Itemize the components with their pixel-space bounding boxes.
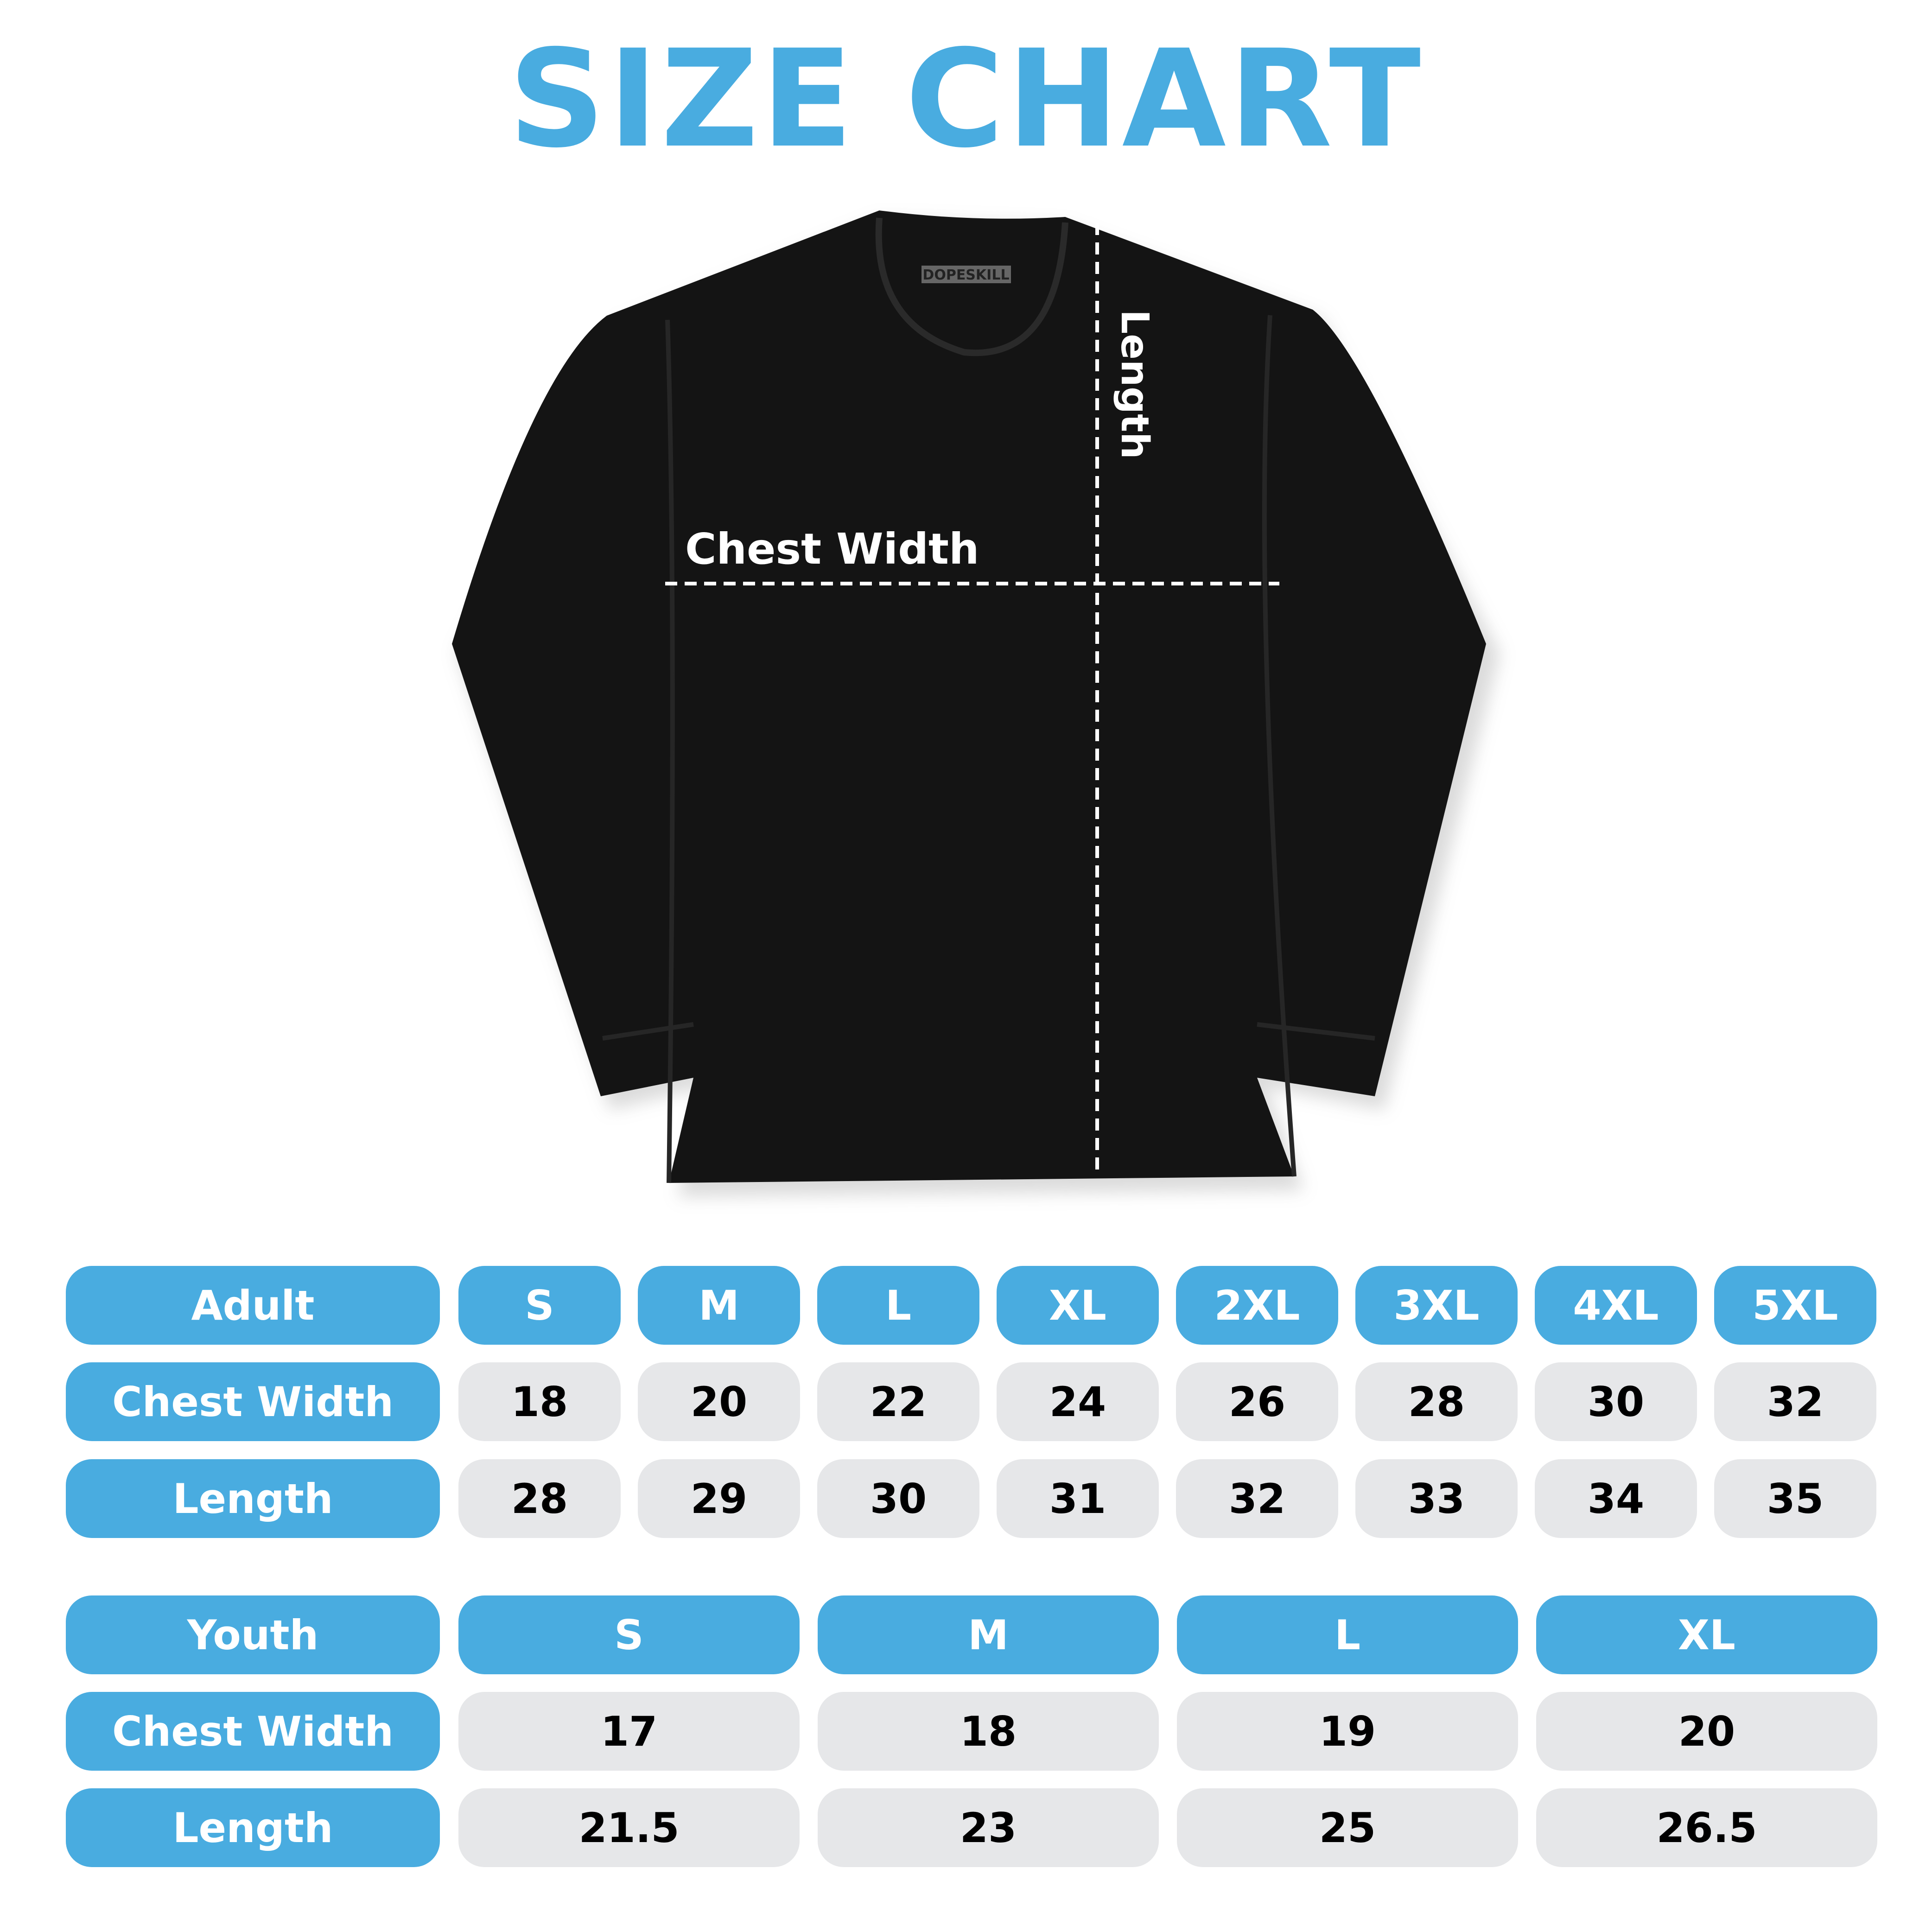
chest-width-label: Chest Width [685, 524, 979, 574]
adult-value-cell: 35 [1714, 1459, 1876, 1538]
youth-size-xl: XL [1536, 1595, 1877, 1674]
adult-value-cell: 20 [638, 1362, 800, 1441]
adult-value-cell: 31 [997, 1459, 1159, 1538]
youth-value-cell: 26.5 [1536, 1788, 1877, 1867]
adult-size-s: S [458, 1266, 621, 1345]
brand-tag [922, 266, 1011, 283]
adult-row-label: Chest Width [66, 1362, 440, 1441]
adult-value-cell: 18 [458, 1362, 621, 1441]
adult-value-cell: 24 [997, 1362, 1159, 1441]
adult-value-cell: 26 [1176, 1362, 1338, 1441]
shirt-collar [875, 217, 1068, 356]
adult-value-cell: 33 [1355, 1459, 1518, 1538]
youth-value-cell: 18 [818, 1692, 1159, 1771]
youth-row-label: Chest Width [66, 1692, 440, 1771]
youth-value-cell: 20 [1536, 1692, 1877, 1771]
youth-row-label: Length [66, 1788, 440, 1867]
adult-value-cell: 28 [1355, 1362, 1518, 1441]
adult-size-4xl: 4XL [1535, 1266, 1697, 1345]
adult-size-m: M [638, 1266, 800, 1345]
adult-size-3xl: 3XL [1355, 1266, 1518, 1345]
page-title: SIZE CHART [508, 21, 1424, 178]
youth-value-cell: 19 [1177, 1692, 1518, 1771]
adult-value-cell: 32 [1176, 1459, 1338, 1538]
adult-value-cell: 30 [1535, 1362, 1697, 1441]
adult-value-cell: 32 [1714, 1362, 1876, 1441]
youth-value-cell: 25 [1177, 1788, 1518, 1867]
youth-value-cell: 17 [458, 1692, 800, 1771]
adult-value-cell: 34 [1535, 1459, 1697, 1538]
youth-value-cell: 23 [818, 1788, 1159, 1867]
youth-header-label: Youth [66, 1595, 440, 1674]
youth-size-m: M [818, 1595, 1159, 1674]
adult-header-label: Adult [66, 1266, 440, 1345]
shirt-body [452, 210, 1486, 1183]
adult-value-cell: 29 [638, 1459, 800, 1538]
youth-size-l: L [1177, 1595, 1518, 1674]
brand-tag-text: DOPESKILL [922, 267, 1009, 283]
adult-size-2xl: 2XL [1176, 1266, 1338, 1345]
adult-value-cell: 28 [458, 1459, 621, 1538]
adult-value-cell: 22 [817, 1362, 979, 1441]
adult-size-5xl: 5XL [1714, 1266, 1876, 1345]
shirt-seams [602, 315, 1375, 1183]
adult-size-l: L [817, 1266, 979, 1345]
adult-row-label: Length [66, 1459, 440, 1538]
youth-value-cell: 21.5 [458, 1788, 800, 1867]
adult-size-xl: XL [997, 1266, 1159, 1345]
length-label: Length [1112, 310, 1157, 459]
adult-value-cell: 30 [817, 1459, 979, 1538]
youth-size-s: S [458, 1595, 800, 1674]
